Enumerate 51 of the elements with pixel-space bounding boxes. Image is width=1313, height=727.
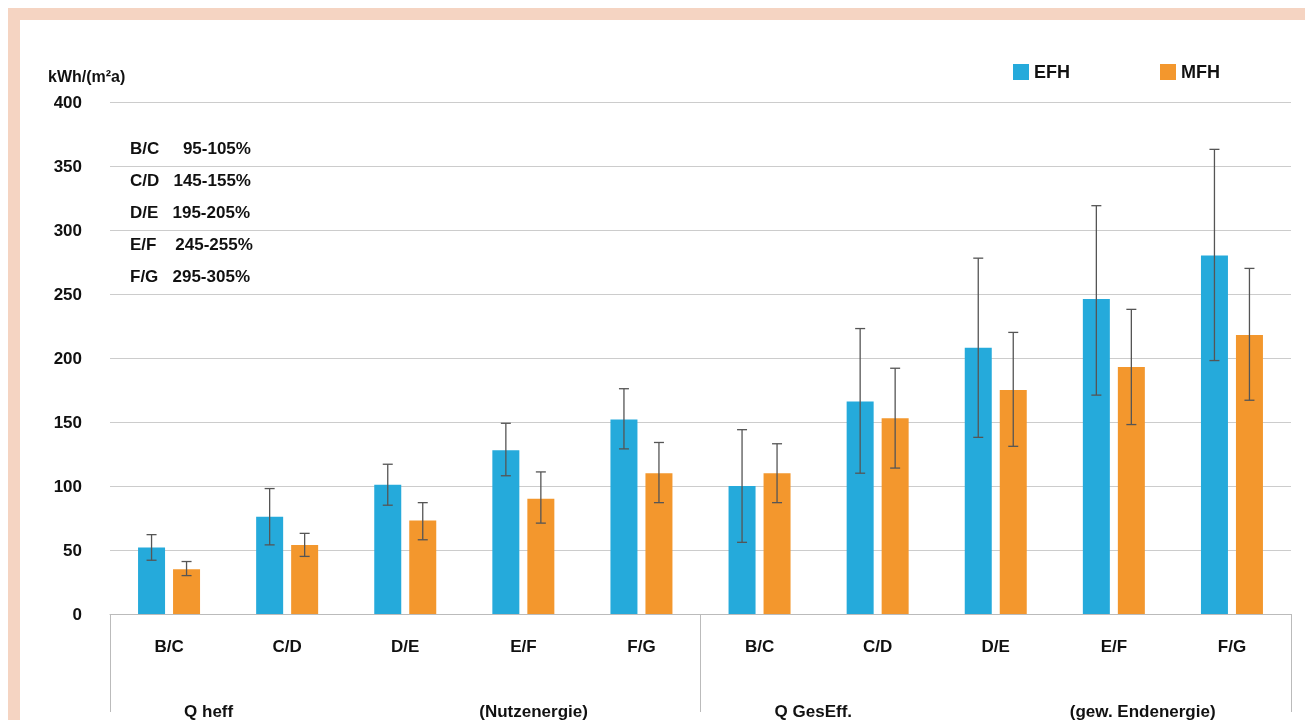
text: Q heff [184,702,234,721]
bar [964,347,992,614]
y-tick-label: 0 [72,604,82,624]
annotation: B/C 95-105% [130,139,251,158]
bar [173,569,201,614]
bar [492,450,520,614]
y-tick-label: 250 [53,284,82,304]
bar [291,544,319,614]
x-tick-label: C/D [272,637,302,656]
bar [846,401,874,614]
bar [1200,255,1228,614]
y-tick-label: 100 [53,476,82,496]
bar [728,486,756,614]
text: Q GesEff. [774,702,853,721]
text: (gew. Endenergie) [1069,702,1216,721]
legend-label: MFH [1181,62,1221,82]
x-tick-label: F/G [627,637,656,656]
y-tick-label: 150 [53,412,82,432]
x-tick-label: F/G [1217,637,1247,656]
bar [1235,334,1263,614]
y-tick-label: 50 [63,540,82,560]
bar [409,520,437,614]
y-tick-label: 300 [53,220,82,240]
x-tick-label: E/F [510,637,537,656]
x-tick-label: D/E [391,637,420,656]
x-tick-label: B/C [744,637,775,656]
bar [999,390,1027,614]
y-axis-title: kWh/(m²a) [48,67,126,85]
bar [1082,299,1110,614]
bar [138,547,166,614]
legend-label: EFH [1034,62,1071,82]
bar [374,484,402,614]
text: (Nutzenergie) [479,702,588,721]
bar [881,418,909,614]
x-tick-label: D/E [981,637,1010,656]
x-tick-label: B/C [154,637,184,656]
annotation: C/D 145-155% [130,171,251,190]
x-tick-label: E/F [1100,637,1128,656]
y-tick-label: 200 [53,348,82,368]
bar [527,498,555,614]
bar [610,419,638,614]
annotation: D/E 195-205% [130,203,251,222]
y-tick-label: 400 [53,92,82,112]
bar [763,473,791,614]
annotation: F/G 295-305% [130,267,251,286]
bar [256,516,284,614]
y-tick-label: 350 [53,156,82,176]
x-tick-label: C/D [863,637,893,656]
annotation: E/F 245-255% [130,235,253,254]
bar [1117,366,1145,614]
bar [645,473,673,614]
